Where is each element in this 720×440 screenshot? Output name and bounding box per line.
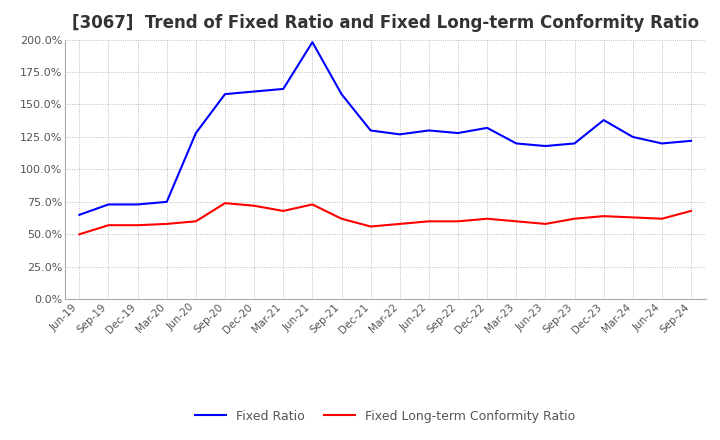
Fixed Long-term Conformity Ratio — [570, 216, 579, 221]
Fixed Ratio — [104, 202, 113, 207]
Fixed Long-term Conformity Ratio — [395, 221, 404, 227]
Fixed Ratio — [75, 212, 84, 217]
Fixed Ratio — [308, 40, 317, 45]
Fixed Long-term Conformity Ratio — [104, 223, 113, 228]
Title: [3067]  Trend of Fixed Ratio and Fixed Long-term Conformity Ratio: [3067] Trend of Fixed Ratio and Fixed Lo… — [71, 15, 699, 33]
Fixed Long-term Conformity Ratio — [163, 221, 171, 227]
Fixed Ratio — [192, 130, 200, 136]
Fixed Ratio — [512, 141, 521, 146]
Fixed Long-term Conformity Ratio — [279, 208, 287, 213]
Fixed Long-term Conformity Ratio — [308, 202, 317, 207]
Fixed Long-term Conformity Ratio — [454, 219, 462, 224]
Fixed Long-term Conformity Ratio — [687, 208, 696, 213]
Fixed Long-term Conformity Ratio — [337, 216, 346, 221]
Fixed Ratio — [366, 128, 375, 133]
Fixed Long-term Conformity Ratio — [366, 224, 375, 229]
Fixed Long-term Conformity Ratio — [192, 219, 200, 224]
Fixed Long-term Conformity Ratio — [220, 201, 229, 206]
Legend: Fixed Ratio, Fixed Long-term Conformity Ratio: Fixed Ratio, Fixed Long-term Conformity … — [190, 405, 580, 428]
Fixed Long-term Conformity Ratio — [425, 219, 433, 224]
Fixed Long-term Conformity Ratio — [629, 215, 637, 220]
Line: Fixed Ratio: Fixed Ratio — [79, 42, 691, 215]
Fixed Ratio — [629, 134, 637, 139]
Fixed Ratio — [279, 86, 287, 92]
Fixed Ratio — [657, 141, 666, 146]
Fixed Long-term Conformity Ratio — [75, 231, 84, 237]
Line: Fixed Long-term Conformity Ratio: Fixed Long-term Conformity Ratio — [79, 203, 691, 234]
Fixed Long-term Conformity Ratio — [657, 216, 666, 221]
Fixed Long-term Conformity Ratio — [483, 216, 492, 221]
Fixed Long-term Conformity Ratio — [599, 213, 608, 219]
Fixed Ratio — [483, 125, 492, 131]
Fixed Ratio — [687, 138, 696, 143]
Fixed Long-term Conformity Ratio — [512, 219, 521, 224]
Fixed Long-term Conformity Ratio — [133, 223, 142, 228]
Fixed Ratio — [454, 130, 462, 136]
Fixed Ratio — [220, 92, 229, 97]
Fixed Ratio — [337, 92, 346, 97]
Fixed Ratio — [163, 199, 171, 205]
Fixed Ratio — [570, 141, 579, 146]
Fixed Ratio — [599, 117, 608, 123]
Fixed Ratio — [133, 202, 142, 207]
Fixed Ratio — [425, 128, 433, 133]
Fixed Ratio — [395, 132, 404, 137]
Fixed Long-term Conformity Ratio — [541, 221, 550, 227]
Fixed Long-term Conformity Ratio — [250, 203, 258, 209]
Fixed Ratio — [250, 89, 258, 94]
Fixed Ratio — [541, 143, 550, 149]
